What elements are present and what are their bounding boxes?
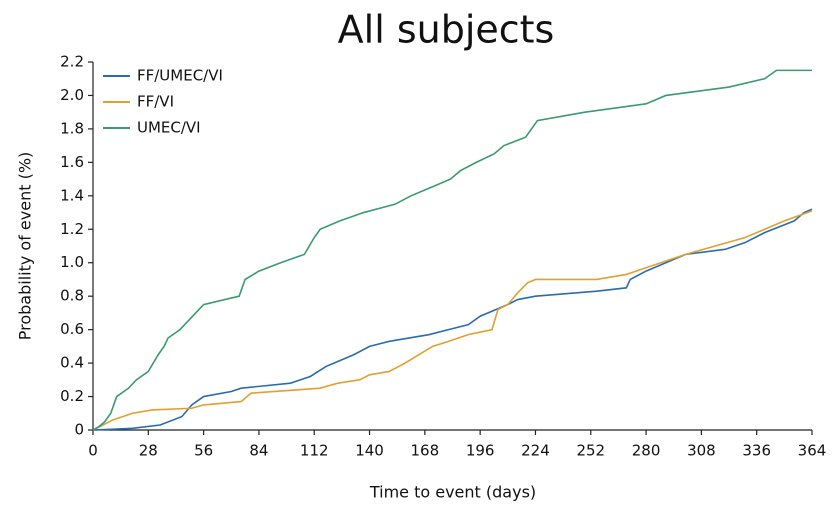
y-axis-label: Probability of event (%) [16, 152, 35, 341]
x-tick-label: 280 [632, 442, 661, 460]
x-tick-label: 168 [411, 442, 440, 460]
series-line [92, 208, 813, 431]
y-tick-label: 0.2 [60, 387, 84, 405]
y-tick-label: 1.4 [60, 186, 84, 204]
x-tick-label: 140 [355, 442, 384, 460]
legend-label: FF/VI [137, 93, 174, 111]
y-tick-label: 0.8 [60, 287, 84, 305]
x-tick-label: 28 [139, 442, 158, 460]
y-tick-label: 0.4 [60, 354, 84, 372]
x-tick-label: 308 [687, 442, 716, 460]
y-tick-label: 0 [74, 421, 84, 439]
y-tick-label: 2.2 [60, 53, 84, 71]
x-tick-label: 84 [249, 442, 268, 460]
y-tick-label: 1.2 [60, 220, 84, 238]
y-tick-label: 1.8 [60, 119, 84, 137]
y-tick-label: 1.6 [60, 153, 84, 171]
y-tick-label: 2.0 [60, 86, 84, 104]
series-line [92, 69, 812, 431]
y-tick-label: 0.6 [60, 320, 84, 338]
x-tick-label: 336 [742, 442, 771, 460]
x-axis-label: Time to event (days) [369, 483, 536, 502]
x-tick-label: 252 [576, 442, 605, 460]
series-line [92, 210, 813, 431]
legend-label: UMEC/VI [137, 119, 201, 137]
chart-title: All subjects [338, 8, 555, 52]
x-tick-label: 224 [521, 442, 550, 460]
x-tick-label: 196 [466, 442, 495, 460]
y-tick-label: 1.0 [60, 253, 84, 271]
x-tick-label: 56 [194, 442, 213, 460]
x-tick-label: 364 [798, 442, 827, 460]
x-tick-label: 112 [300, 442, 329, 460]
x-tick-label: 0 [88, 442, 98, 460]
legend-label: FF/UMEC/VI [137, 67, 223, 85]
